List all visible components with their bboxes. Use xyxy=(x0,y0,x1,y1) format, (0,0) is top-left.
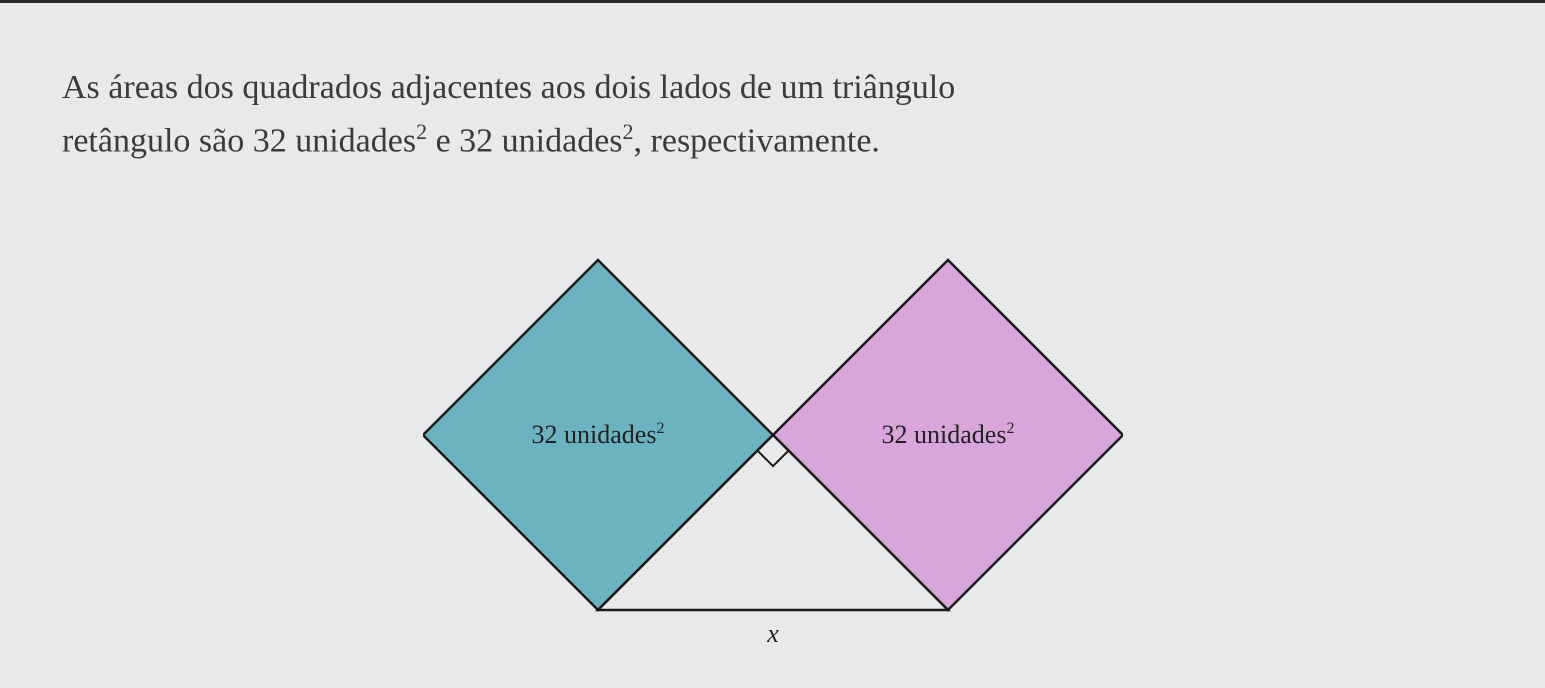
question-text: As áreas dos quadrados adjacentes aos do… xyxy=(62,62,1483,168)
right-square-label: 32 unidades2 xyxy=(881,420,1014,449)
line1-text: As áreas dos quadrados adjacentes aos do… xyxy=(62,69,955,106)
left-sq-value: 32 xyxy=(531,420,557,449)
right-sq-exp: 2 xyxy=(1006,420,1014,437)
exp1: 2 xyxy=(416,119,427,144)
hypotenuse-label: x xyxy=(766,619,779,648)
value2: 32 xyxy=(459,122,493,159)
question-line-2: retângulo são 32 unidades2 e 32 unidades… xyxy=(62,115,1483,168)
value1: 32 xyxy=(253,122,287,159)
units2: unidades xyxy=(502,122,623,159)
units1: unidades xyxy=(295,122,416,159)
left-sq-units: unidades xyxy=(564,420,656,449)
top-divider xyxy=(0,0,1545,3)
diagram-container: 32 unidades2 32 unidades2 x xyxy=(423,240,1123,680)
line2-suffix: , respectivamente. xyxy=(634,122,880,159)
right-sq-units: unidades xyxy=(914,420,1006,449)
left-sq-exp: 2 xyxy=(656,420,664,437)
line2-prefix: retângulo são xyxy=(62,122,253,159)
exp2: 2 xyxy=(623,119,634,144)
right-sq-value: 32 xyxy=(881,420,907,449)
left-square-label: 32 unidades2 xyxy=(531,420,664,449)
conj: e xyxy=(427,122,459,159)
question-line-1: As áreas dos quadrados adjacentes aos do… xyxy=(62,62,1483,115)
geometry-diagram: 32 unidades2 32 unidades2 x xyxy=(423,240,1123,680)
